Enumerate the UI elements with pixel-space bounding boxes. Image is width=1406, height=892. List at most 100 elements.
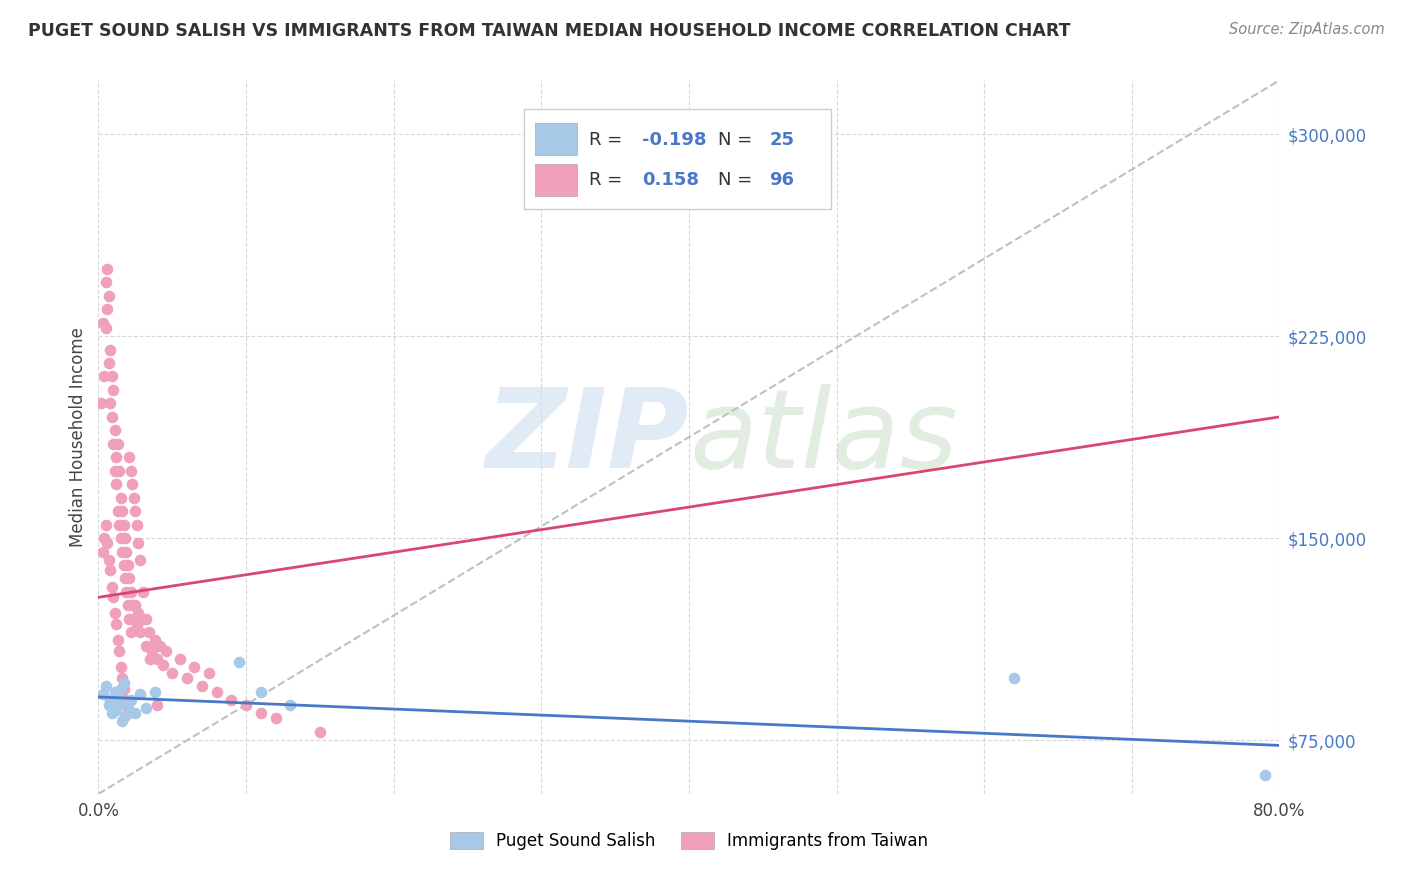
- Point: [107, 504, 129, 518]
- Point: [114, 708, 136, 723]
- Point: [98, 692, 121, 706]
- Point: [169, 652, 191, 666]
- Point: [135, 612, 157, 626]
- Point: [120, 692, 142, 706]
- Text: R =: R =: [589, 130, 627, 148]
- FancyBboxPatch shape: [523, 109, 831, 209]
- Point: [191, 679, 214, 693]
- Point: [120, 464, 142, 478]
- Point: [138, 625, 160, 640]
- Point: [280, 698, 302, 712]
- Text: atlas: atlas: [689, 384, 957, 491]
- Point: [127, 607, 149, 621]
- Point: [125, 517, 148, 532]
- Point: [135, 639, 157, 653]
- Point: [132, 612, 155, 626]
- Point: [97, 289, 120, 303]
- Point: [183, 660, 205, 674]
- Point: [94, 517, 117, 532]
- Text: -0.198: -0.198: [641, 130, 706, 148]
- Point: [125, 617, 148, 632]
- Text: N =: N =: [718, 171, 758, 189]
- Point: [143, 684, 166, 698]
- Point: [111, 671, 134, 685]
- Point: [117, 698, 139, 712]
- Point: [124, 599, 146, 613]
- Point: [96, 536, 118, 550]
- Text: 96: 96: [769, 171, 794, 189]
- Point: [111, 714, 134, 728]
- Text: R =: R =: [589, 171, 627, 189]
- Legend: Puget Sound Salish, Immigrants from Taiwan: Puget Sound Salish, Immigrants from Taiw…: [443, 825, 935, 857]
- Text: N =: N =: [718, 130, 758, 148]
- Point: [108, 464, 131, 478]
- Point: [141, 644, 163, 658]
- Point: [205, 684, 228, 698]
- Point: [100, 580, 122, 594]
- Point: [155, 644, 177, 658]
- Point: [105, 617, 128, 632]
- Point: [108, 517, 131, 532]
- Point: [235, 698, 257, 712]
- Point: [121, 477, 143, 491]
- Point: [1002, 671, 1025, 685]
- Point: [96, 302, 118, 317]
- Point: [114, 531, 136, 545]
- Point: [97, 552, 120, 566]
- Point: [128, 687, 150, 701]
- Point: [118, 450, 141, 465]
- Point: [127, 536, 149, 550]
- Point: [111, 504, 134, 518]
- Point: [118, 571, 141, 585]
- Point: [93, 369, 115, 384]
- Point: [112, 676, 135, 690]
- Point: [94, 321, 117, 335]
- Point: [104, 684, 127, 698]
- FancyBboxPatch shape: [536, 164, 576, 196]
- Point: [100, 369, 122, 384]
- Point: [110, 491, 132, 505]
- Point: [112, 517, 135, 532]
- Point: [105, 703, 128, 717]
- Point: [105, 450, 128, 465]
- Point: [132, 585, 155, 599]
- Point: [112, 558, 135, 572]
- Point: [114, 571, 136, 585]
- FancyBboxPatch shape: [536, 123, 576, 155]
- Point: [122, 491, 145, 505]
- Point: [94, 275, 117, 289]
- Point: [110, 681, 132, 696]
- Point: [135, 700, 157, 714]
- Point: [110, 660, 132, 674]
- Point: [108, 644, 131, 658]
- Text: 25: 25: [769, 130, 794, 148]
- Point: [105, 477, 128, 491]
- Point: [110, 531, 132, 545]
- Point: [91, 316, 114, 330]
- Point: [221, 692, 243, 706]
- Point: [98, 563, 121, 577]
- Y-axis label: Median Household Income: Median Household Income: [69, 327, 87, 547]
- Point: [97, 698, 120, 712]
- Point: [107, 437, 129, 451]
- Point: [228, 655, 250, 669]
- Point: [115, 544, 138, 558]
- Point: [104, 423, 127, 437]
- Point: [117, 599, 139, 613]
- Point: [93, 531, 115, 545]
- Point: [128, 552, 150, 566]
- Point: [115, 585, 138, 599]
- Point: [100, 706, 122, 720]
- Point: [104, 607, 127, 621]
- Point: [98, 396, 121, 410]
- Point: [124, 504, 146, 518]
- Point: [118, 612, 141, 626]
- Point: [103, 700, 125, 714]
- Point: [124, 706, 146, 720]
- Point: [309, 725, 332, 739]
- Point: [108, 695, 131, 709]
- Point: [103, 383, 125, 397]
- Point: [94, 679, 117, 693]
- Point: [91, 544, 114, 558]
- Point: [146, 652, 169, 666]
